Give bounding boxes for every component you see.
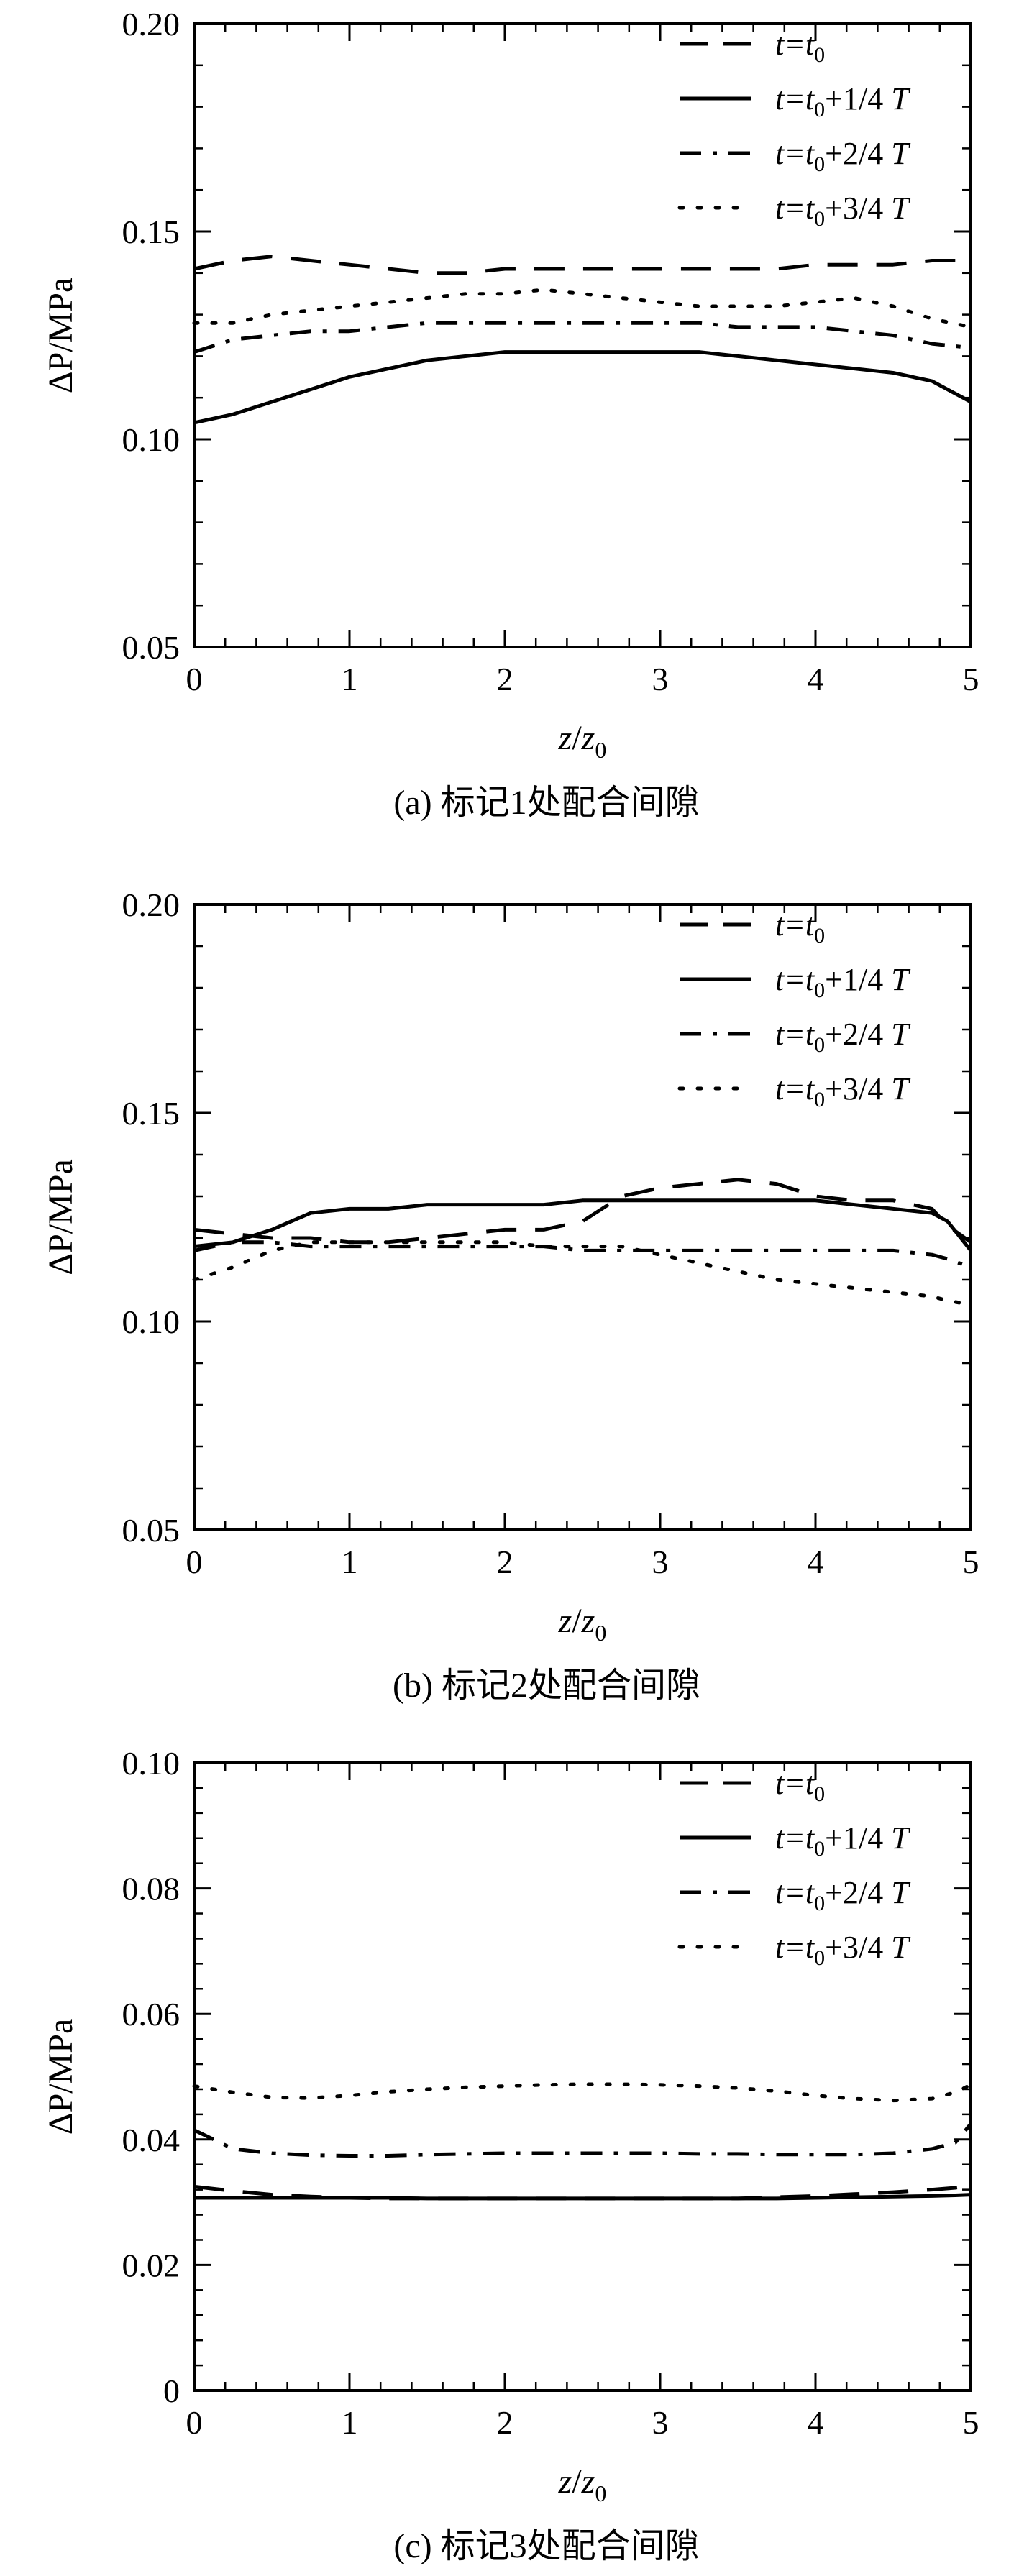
- y-tick-label: 0.15: [122, 1095, 181, 1132]
- series-line: [193, 350, 972, 425]
- plot-frame: [193, 1761, 972, 2392]
- y-tick-label: 0.05: [122, 1512, 181, 1549]
- y-tick-label: 0.15: [122, 214, 181, 250]
- x-tick-label: 2: [497, 1544, 513, 1580]
- y-tick-label: 0.10: [122, 1303, 181, 1340]
- x-tick-label: 0: [186, 2404, 203, 2441]
- x-tick-label: 4: [808, 1544, 824, 1580]
- y-tick-label: 0.06: [122, 1996, 181, 2032]
- series-line: [193, 321, 972, 354]
- x-tick-label: 1: [342, 2404, 358, 2441]
- legend-label: t=t0+1/4 T: [775, 81, 911, 122]
- y-tick-label: 0.20: [122, 886, 181, 923]
- y-axis-label: ΔP/MPa: [42, 278, 80, 394]
- y-tick-label: 0.10: [122, 1745, 181, 1782]
- x-tick-label: 5: [963, 1544, 979, 1580]
- y-tick-label: 0: [163, 2373, 180, 2409]
- x-tick-label: 0: [186, 1544, 203, 1580]
- series-line: [193, 1240, 972, 1269]
- series-line: [192, 2082, 973, 2103]
- y-axis-label: ΔP/MPa: [42, 2019, 80, 2135]
- legend-label: t=t0+3/4 T: [775, 1071, 911, 1111]
- x-axis-label: z/z0: [558, 719, 607, 763]
- y-tick-label: 0.10: [122, 421, 181, 458]
- x-tick-label: 3: [652, 1544, 669, 1580]
- series-line: [192, 288, 973, 329]
- legend-label: t=t0+2/4 T: [775, 1875, 911, 1915]
- x-tick-label: 5: [963, 661, 979, 697]
- series-line: [193, 1198, 972, 1252]
- series-line: [193, 255, 971, 275]
- legend-label: t=t0+3/4 T: [775, 191, 911, 231]
- y-tick-label: 0.02: [122, 2247, 181, 2283]
- legend-label: t=t0: [775, 1766, 825, 1806]
- x-axis-label: z/z0: [558, 2462, 607, 2506]
- chart-panel: 0 1 2 3 4 5 0.05 0.10 0.15 0.20 ΔP/MPa z/z0 (b) 标记2处…: [42, 886, 979, 1705]
- x-tick-label: 2: [497, 2404, 513, 2441]
- x-tick-label: 0: [186, 661, 203, 697]
- x-tick-label: 3: [652, 2404, 669, 2441]
- legend-label: t=t0+2/4 T: [775, 136, 911, 176]
- chart-panel: 0 1 2 3 4 5 0 0.02 0.04 0.06 0.08 0.10 ΔP/MPa z/z0 (c)…: [42, 1745, 979, 2565]
- panel-caption: (b) 标记2处配合间隙: [393, 1667, 700, 1705]
- x-tick-label: 3: [652, 661, 669, 697]
- chart-panel: 0 1 2 3 4 5 0.05 0.10 0.15 0.20 ΔP/MPa z/z0 (a) 标记1处…: [42, 6, 979, 822]
- y-tick-label: 0.04: [122, 2122, 181, 2158]
- x-tick-label: 1: [342, 661, 358, 697]
- legend-label: t=t0: [775, 27, 825, 67]
- plot-frame: [193, 903, 972, 1531]
- x-tick-label: 5: [963, 2404, 979, 2441]
- legend: t=t0 t=t0+1/4 T t=t0+2/4 T t=t0+3/4 T: [677, 907, 911, 1111]
- series-line: [192, 1240, 973, 1307]
- x-tick-label: 4: [808, 661, 824, 697]
- legend-label: t=t0+3/4 T: [775, 1930, 911, 1970]
- legend-label: t=t0: [775, 907, 825, 948]
- y-tick-label: 0.05: [122, 629, 181, 666]
- legend: t=t0 t=t0+1/4 T t=t0+2/4 T t=t0+3/4 T: [677, 27, 911, 231]
- panel-caption: (a) 标记1处配合间隙: [393, 784, 699, 822]
- plot-frame: [193, 22, 972, 648]
- y-tick-label: 0.20: [122, 6, 181, 42]
- x-tick-label: 2: [497, 661, 513, 697]
- legend-label: t=t0+1/4 T: [775, 1820, 911, 1861]
- series-line: [193, 2122, 972, 2158]
- legend: t=t0 t=t0+1/4 T t=t0+2/4 T t=t0+3/4 T: [677, 1766, 911, 1970]
- series-line: [194, 2193, 972, 2201]
- y-axis-label: ΔP/MPa: [42, 1159, 80, 1275]
- legend-label: t=t0+2/4 T: [775, 1017, 911, 1057]
- legend-label: t=t0+1/4 T: [775, 962, 911, 1002]
- x-axis-label: z/z0: [558, 1602, 607, 1646]
- panel-caption: (c) 标记3处配合间隙: [393, 2527, 699, 2565]
- x-tick-label: 1: [342, 1544, 358, 1580]
- x-tick-label: 4: [808, 2404, 824, 2441]
- series-line: [193, 1178, 972, 1245]
- y-tick-label: 0.08: [122, 1871, 181, 1907]
